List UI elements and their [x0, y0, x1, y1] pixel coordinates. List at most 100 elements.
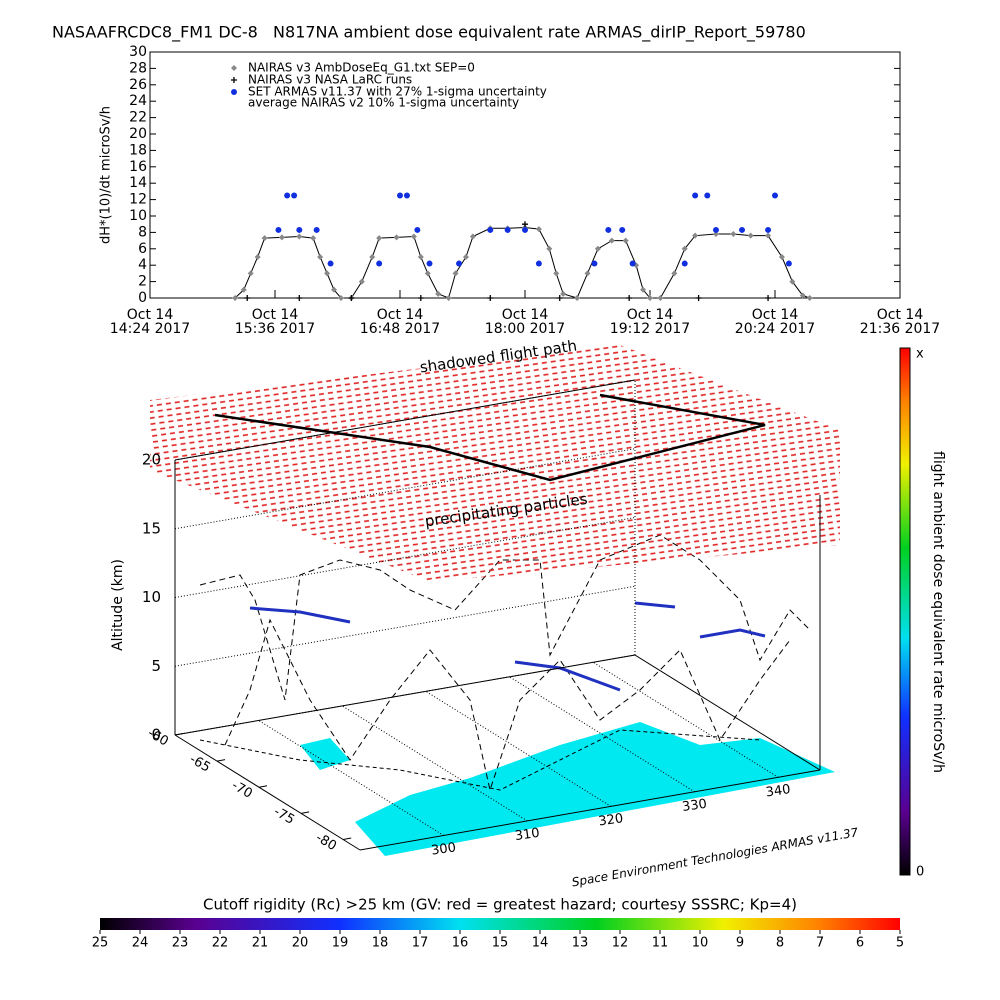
- point: [704, 192, 711, 199]
- y-tick-label: -60: [145, 726, 171, 750]
- y-tick-label: 18: [129, 142, 147, 158]
- point: [410, 233, 417, 240]
- projected-paths: [199, 534, 811, 792]
- point: [789, 278, 796, 285]
- point: [456, 260, 463, 267]
- point: [417, 295, 424, 301]
- point: [254, 254, 261, 260]
- point: [584, 270, 591, 277]
- point: [291, 192, 298, 199]
- point: [765, 226, 772, 233]
- box-edge: [174, 734, 361, 851]
- point: [681, 260, 688, 267]
- x-tick-label: 14:24 2017: [110, 321, 190, 337]
- y-tick-label: 4: [138, 257, 147, 273]
- x-tick-label: 18:00 2017: [485, 321, 565, 337]
- colorbar-tick-label: 15: [492, 936, 509, 951]
- x-tick-label: 19:12 2017: [610, 321, 690, 337]
- point: [556, 295, 563, 301]
- point: [605, 226, 612, 233]
- point: [772, 192, 778, 199]
- colorbar-tick-label: 8: [776, 936, 784, 951]
- point: [403, 192, 410, 199]
- y-tick: [301, 811, 310, 814]
- y-tick: [216, 759, 226, 762]
- colorbar-tick-label: 6: [856, 936, 864, 951]
- point: [417, 254, 424, 260]
- point: [348, 295, 355, 301]
- point: [376, 235, 383, 242]
- colorbar-tick-label: 20: [292, 936, 309, 951]
- point: [692, 192, 699, 199]
- z-tick-label: 20: [142, 451, 161, 469]
- point: [574, 295, 581, 301]
- point: [522, 221, 528, 228]
- y-axis-label: dH*(10)/dt microSv/h: [99, 106, 114, 244]
- colorbar-tick-label: 18: [372, 936, 389, 951]
- x-tick-label: 21:36 2017: [860, 321, 940, 337]
- colorbar-tick-label: 24: [132, 936, 149, 951]
- point: [799, 292, 806, 299]
- point: [313, 226, 320, 233]
- point: [535, 260, 542, 267]
- point: [462, 254, 469, 260]
- colorbar-top-label: x: [916, 347, 924, 362]
- point: [426, 260, 433, 267]
- point: [504, 226, 511, 233]
- x-tick-label: Oct 14: [752, 307, 799, 323]
- point: [560, 290, 567, 297]
- point: [671, 270, 678, 277]
- point: [681, 245, 688, 252]
- legend-note: average NAIRAS v2 10% 1-sigma uncertaint…: [248, 96, 519, 110]
- x-tick-label: 340: [765, 782, 792, 800]
- point: [358, 278, 365, 285]
- point: [712, 231, 719, 238]
- point: [397, 192, 403, 199]
- point: [591, 260, 598, 267]
- point: [296, 295, 303, 301]
- box-edge: [174, 654, 636, 736]
- colorbar-bottom: [100, 918, 900, 930]
- y-tick-label: 26: [129, 77, 147, 93]
- y-tick-label: 30: [129, 44, 147, 60]
- flight-path: [214, 393, 766, 482]
- point: [435, 290, 442, 297]
- box-edge: [634, 654, 821, 771]
- point: [778, 254, 785, 260]
- point: [231, 89, 237, 95]
- x-tick-label: 15:36 2017: [235, 321, 315, 337]
- y-tick-label: 12: [129, 192, 147, 208]
- x-tick-label: Oct 14: [502, 307, 549, 323]
- point: [629, 260, 636, 267]
- point: [730, 231, 737, 238]
- point: [712, 226, 719, 233]
- legend-label: SET ARMAS v11.37 with 27% 1-sigma uncert…: [248, 85, 547, 99]
- colorbar-right: [899, 347, 911, 876]
- grid-line: [174, 585, 636, 667]
- colorbar-tick-label: 14: [532, 936, 549, 951]
- point: [522, 226, 528, 233]
- point: [622, 237, 629, 244]
- colorbar-title: flight ambient dose equivalent rate micr…: [930, 451, 946, 773]
- x-tick-label: 300: [430, 840, 457, 858]
- legend-label: NAIRAS v3 NASA LaRC runs: [248, 73, 412, 87]
- y-tick: [258, 785, 268, 788]
- precipitation-plane: [150, 345, 840, 582]
- z-tick-label: 5: [151, 657, 161, 675]
- y-tick: [343, 837, 352, 841]
- point: [806, 295, 813, 301]
- colorbar-tick-label: 19: [332, 936, 349, 951]
- point: [414, 226, 421, 233]
- point: [424, 270, 431, 277]
- map: [199, 722, 835, 856]
- point: [337, 295, 344, 301]
- colorbar-tick-label: 11: [652, 936, 669, 951]
- point: [310, 235, 317, 242]
- point: [695, 295, 702, 301]
- point: [261, 235, 268, 242]
- point: [445, 295, 452, 301]
- x-tick-label: Oct 14: [252, 307, 299, 323]
- point: [284, 192, 291, 199]
- colorbar-tick-label: 23: [172, 936, 189, 951]
